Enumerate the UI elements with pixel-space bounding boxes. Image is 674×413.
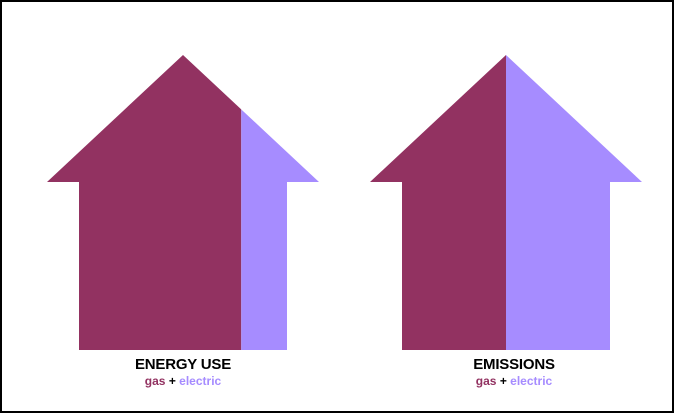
energy-use-gas-share xyxy=(47,55,242,350)
legend: gas + electric xyxy=(83,374,283,388)
chart-title: EMISSIONS xyxy=(473,356,555,373)
emissions-caption: EMISSIONS gas + electric xyxy=(414,356,614,388)
chart-title: ENERGY USE xyxy=(134,356,232,373)
legend-gas: gas xyxy=(144,374,166,388)
legend-electric: electric xyxy=(510,374,553,388)
legend-plus: + xyxy=(499,374,507,388)
emissions-gas-share xyxy=(370,55,506,350)
energy-use-house xyxy=(47,55,319,350)
legend: gas + electric xyxy=(414,374,614,388)
energy-use-electric-share xyxy=(241,55,319,350)
emissions-electric-share xyxy=(506,55,642,350)
legend-gas: gas xyxy=(475,374,497,388)
legend-plus: + xyxy=(168,374,176,388)
legend-electric: electric xyxy=(179,374,222,388)
emissions-house xyxy=(370,55,642,350)
energy-use-caption: ENERGY USE gas + electric xyxy=(83,356,283,388)
